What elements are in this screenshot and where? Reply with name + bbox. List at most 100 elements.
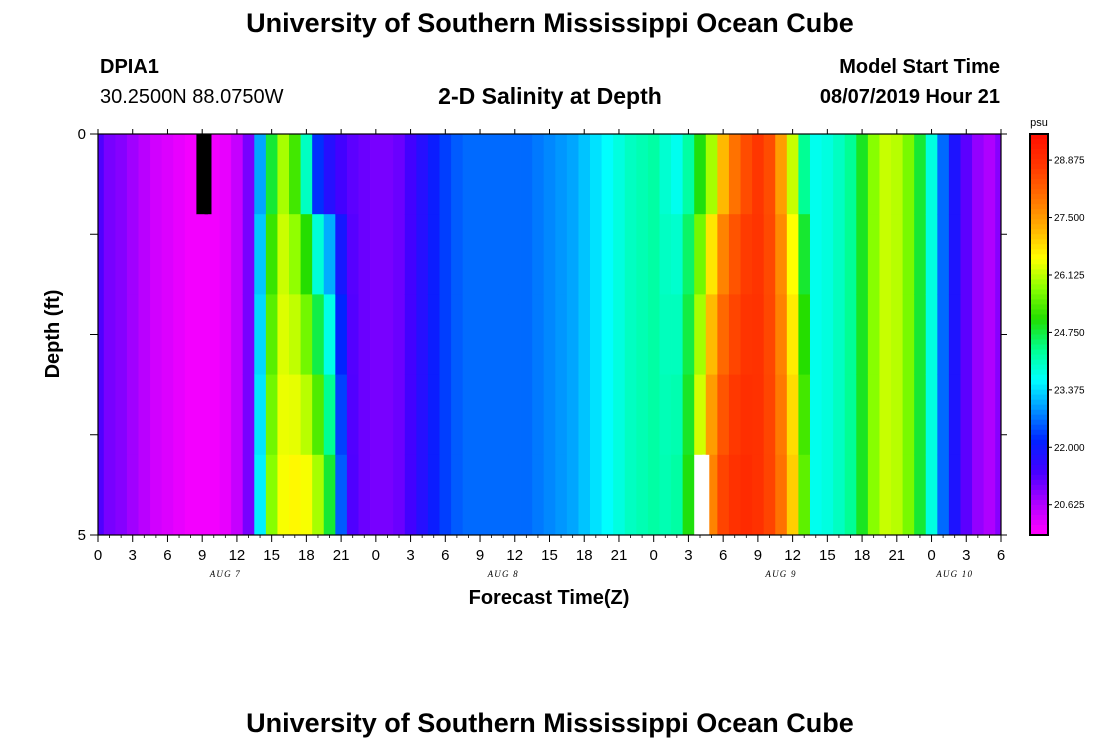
heatmap-cell [370, 454, 383, 536]
x-tick-label: 9 [754, 547, 762, 564]
colorbar-swatch [1030, 239, 1048, 245]
x-tick-label: 15 [263, 547, 280, 564]
colorbar-swatch [1030, 259, 1048, 265]
x-tick-label: 0 [927, 547, 935, 564]
heatmap-cell [150, 374, 163, 456]
heatmap-cell [196, 374, 209, 456]
heatmap-cell [856, 374, 869, 456]
heatmap-cell [972, 134, 985, 215]
heatmap-cell [138, 214, 151, 295]
heatmap-cell [578, 454, 591, 536]
heatmap-cell [601, 214, 614, 295]
colorbar-swatch [1030, 274, 1048, 280]
heatmap-cell [173, 134, 186, 215]
heatmap-cell [555, 214, 568, 295]
colorbar-swatch [1030, 159, 1048, 165]
heatmap-cell [532, 374, 545, 456]
colorbar-swatch [1030, 204, 1048, 210]
heatmap-cell [370, 214, 383, 295]
heatmap-cell [914, 454, 927, 536]
heatmap-cell [809, 294, 822, 375]
station-id: DPIA1 [100, 56, 159, 78]
colorbar-swatch [1030, 149, 1048, 155]
colorbar-swatch [1030, 519, 1048, 526]
heatmap-cell [809, 374, 822, 456]
x-tick-label: 6 [441, 547, 449, 564]
heatmap-cell [867, 214, 880, 295]
model-start-value: 08/07/2019 Hour 21 [819, 86, 1000, 108]
heatmap-cell [393, 454, 406, 536]
heatmap-cell [705, 454, 718, 536]
colorbar-swatch [1030, 464, 1048, 471]
heatmap-cell [821, 374, 834, 456]
heatmap-cell [705, 134, 718, 215]
heatmap-cell [277, 214, 290, 295]
heatmap-cell [821, 214, 834, 295]
heatmap-cell [809, 134, 822, 215]
heatmap-cell [902, 374, 915, 456]
heatmap-cell [312, 294, 325, 375]
x-tick-label: 0 [650, 547, 658, 564]
colorbar-swatch [1030, 374, 1048, 381]
heatmap-cell [323, 374, 336, 456]
heatmap-cell [682, 214, 695, 295]
heatmap-cell [624, 214, 637, 295]
heatmap-cell [358, 294, 371, 375]
heatmap-cell [207, 454, 220, 536]
heatmap-cell [914, 294, 927, 375]
heatmap-cell [786, 214, 799, 295]
colorbar-swatch [1030, 419, 1048, 426]
heatmap-cell [694, 134, 707, 215]
heatmap-cell [543, 214, 556, 295]
colorbar: psu 28.875 27.500 26.125 24.750 23.375 22.000 2… [1029, 117, 1085, 536]
heatmap-cell [381, 134, 394, 215]
heatmap-cell [404, 214, 417, 295]
heatmap-cell [786, 134, 799, 215]
heatmap-cell [265, 454, 278, 536]
heatmap-cell [948, 454, 961, 536]
heatmap-cell [809, 454, 822, 536]
heatmap-cell [752, 454, 765, 536]
heatmap-cell [289, 134, 301, 215]
heatmap-cell [555, 374, 568, 456]
heatmap-cell [474, 294, 487, 375]
heatmap-cell [740, 374, 753, 456]
colorbar-tick-label: 24.750 [1054, 328, 1085, 339]
heatmap-cell [983, 134, 996, 215]
heatmap-cell [647, 214, 660, 295]
colorbar-swatch [1030, 199, 1048, 205]
heatmap-cell [578, 134, 591, 215]
colorbar-swatch [1030, 454, 1048, 461]
heatmap-cell [103, 134, 116, 215]
heatmap-cell [555, 134, 568, 215]
date-label: AUG 10 [935, 569, 973, 579]
heatmap-cell [543, 294, 556, 375]
colorbar-swatch [1030, 229, 1048, 235]
colorbar-swatch [1030, 164, 1048, 170]
heatmap-cell [115, 374, 128, 456]
heatmap-cell [207, 294, 220, 375]
heatmap-cell [439, 454, 452, 536]
heatmap-cell [98, 134, 105, 215]
heatmap-cell [485, 134, 498, 215]
heatmap-cell [126, 374, 139, 456]
heatmap-cell [624, 294, 637, 375]
heatmap-cell [763, 214, 776, 295]
station-coordinates: 30.2500N 88.0750W [100, 86, 284, 108]
page-title: University of Southern Mississippi Ocean… [246, 8, 854, 38]
heatmap-cell [543, 374, 556, 456]
colorbar-swatch [1030, 264, 1048, 270]
heatmap-cell [786, 294, 799, 375]
heatmap-cell [740, 214, 753, 295]
heatmap-cell [728, 134, 741, 215]
heatmap-cell [115, 214, 128, 295]
heatmap-cell [578, 214, 591, 295]
heatmap-cell [844, 454, 857, 536]
heatmap-cell [798, 454, 811, 536]
heatmap-cell [427, 134, 440, 215]
heatmap-cell [358, 214, 371, 295]
heatmap-cell [508, 374, 521, 456]
colorbar-swatch [1030, 514, 1048, 521]
heatmap-cell [972, 214, 985, 295]
heatmap-cell [694, 374, 707, 456]
